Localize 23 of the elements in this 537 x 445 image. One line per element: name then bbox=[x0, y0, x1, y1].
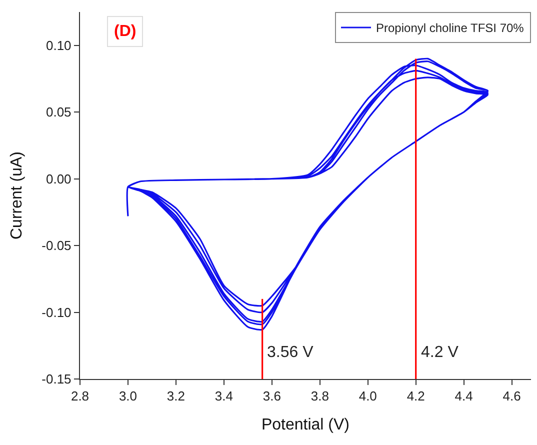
x-tick-label: 4.0 bbox=[358, 388, 377, 404]
annotation: (D) bbox=[114, 23, 136, 40]
x-tick-label: 3.6 bbox=[262, 388, 281, 404]
y-tick-label: 0.10 bbox=[46, 38, 72, 53]
annotation: 3.56 V bbox=[267, 344, 314, 361]
x-tick-label: 4.6 bbox=[502, 388, 521, 404]
y-tick-label: -0.15 bbox=[42, 372, 72, 387]
y-tick-label: -0.10 bbox=[42, 304, 72, 320]
x-tick-label: 3.4 bbox=[214, 388, 233, 404]
x-tick-label: 3.8 bbox=[310, 388, 329, 404]
x-tick-label: 3.2 bbox=[166, 388, 185, 404]
y-tick-label: 0.00 bbox=[46, 171, 72, 186]
line-series bbox=[127, 58, 489, 330]
x-tick-label: 4.4 bbox=[454, 388, 473, 404]
y-axis-title: Current (uA) bbox=[8, 151, 26, 240]
x-axis-title: Potential (V) bbox=[261, 416, 350, 434]
x-tick-label: 2.8 bbox=[70, 388, 90, 404]
legend-label: Propionyl choline TFSI 70% bbox=[376, 21, 524, 36]
x-tick-label: 4.2 bbox=[406, 388, 425, 404]
y-tick-label: -0.05 bbox=[42, 238, 72, 254]
y-tick-label: 0.05 bbox=[46, 104, 72, 120]
x-tick-label: 3.0 bbox=[118, 388, 138, 404]
annotation: 4.2 V bbox=[421, 344, 459, 361]
